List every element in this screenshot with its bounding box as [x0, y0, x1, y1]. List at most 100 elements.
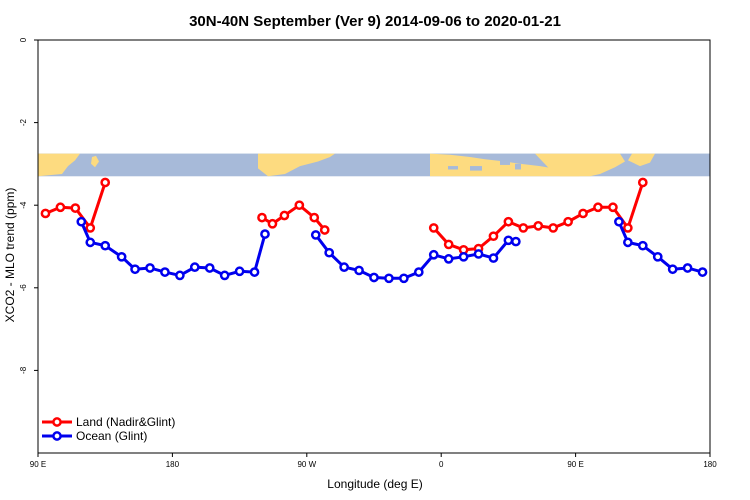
chart-title: 30N-40N September (Ver 9) 2014-09-06 to …	[189, 13, 561, 30]
data-point	[249, 267, 260, 277]
ocean-inlet	[448, 166, 458, 170]
x-tick-label: 90 W	[297, 460, 316, 469]
data-point	[503, 216, 514, 227]
data-point	[518, 223, 529, 233]
data-point	[204, 263, 215, 273]
legend: Land (Nadir&Glint)Ocean (Glint)	[42, 415, 175, 443]
x-tick-label: 90 E	[567, 460, 583, 469]
data-point	[652, 251, 663, 262]
x-tick-label: 0	[439, 460, 444, 469]
data-point	[637, 177, 648, 188]
y-axis: 0 -2 -4 -6 -8	[19, 37, 38, 374]
series-land	[40, 177, 648, 255]
data-point	[130, 264, 140, 275]
data-point	[189, 262, 200, 272]
series-line	[432, 182, 645, 252]
data-point	[608, 202, 618, 213]
data-point	[257, 212, 267, 223]
ocean-inlet	[470, 166, 482, 171]
y-tick-label: -4	[19, 201, 28, 209]
data-point	[443, 239, 454, 250]
x-tick-label: 180	[703, 460, 717, 469]
legend-entry: Land (Nadir&Glint)	[42, 415, 175, 429]
data-point	[413, 267, 424, 277]
ocean-inlet	[500, 160, 510, 165]
x-tick-label: 90 E	[30, 460, 46, 469]
legend-label: Ocean (Glint)	[76, 429, 147, 443]
data-point	[428, 223, 439, 233]
data-point	[319, 225, 330, 235]
data-point	[219, 270, 230, 281]
map-band-land	[38, 153, 655, 177]
data-point	[145, 263, 155, 273]
data-point	[488, 253, 499, 263]
data-point	[578, 208, 588, 219]
y-tick-label: -2	[19, 118, 28, 126]
data-point	[279, 210, 290, 221]
data-point	[623, 223, 633, 233]
data-point	[116, 251, 127, 262]
y-tick-label: -6	[19, 284, 28, 292]
data-point	[85, 237, 96, 248]
data-point	[548, 223, 559, 233]
data-point	[563, 216, 573, 227]
data-point	[443, 254, 454, 264]
data-point	[428, 249, 439, 260]
data-point	[667, 264, 678, 275]
data-point	[473, 249, 484, 259]
data-point	[384, 273, 394, 284]
data-point	[40, 208, 51, 219]
data-point	[310, 230, 321, 240]
data-point	[458, 251, 469, 262]
data-point	[234, 266, 245, 277]
x-axis: 90 E 180 90 W 0 90 E 180	[30, 453, 717, 469]
data-point	[488, 231, 499, 242]
data-point	[55, 202, 66, 213]
data-point	[100, 240, 111, 251]
y-axis-label: XCO2 - MLO trend (ppm)	[3, 188, 17, 323]
land-shape	[628, 153, 655, 167]
legend-marker	[52, 417, 62, 427]
plot-area	[37, 39, 711, 454]
data-point	[697, 267, 708, 277]
data-point	[160, 267, 170, 277]
land-shape	[258, 153, 335, 177]
land-shape	[535, 153, 625, 177]
data-point	[260, 229, 270, 239]
data-point	[593, 202, 603, 213]
data-point	[294, 200, 305, 211]
data-point	[70, 203, 81, 213]
data-point	[85, 223, 96, 233]
legend-entry: Ocean (Glint)	[42, 429, 147, 443]
data-point	[533, 221, 544, 231]
data-point	[309, 212, 320, 223]
y-tick-label: 0	[19, 37, 28, 42]
data-point	[354, 265, 364, 276]
data-point	[682, 263, 693, 273]
data-point	[76, 216, 87, 227]
data-point	[100, 177, 111, 188]
data-point	[175, 270, 185, 281]
data-point	[267, 218, 278, 229]
x-axis-label: Longitude (deg E)	[327, 477, 422, 491]
data-point	[623, 237, 633, 248]
land-shape	[91, 155, 99, 168]
data-point	[369, 272, 379, 283]
data-point	[339, 262, 349, 272]
legend-marker	[52, 431, 62, 441]
plot-frame	[37, 39, 711, 454]
data-point	[511, 236, 521, 247]
data-point	[503, 235, 514, 246]
data-point	[399, 273, 409, 284]
x-tick-label: 180	[166, 460, 180, 469]
series-ocean	[76, 216, 708, 284]
data-point	[637, 240, 648, 251]
land-shape	[38, 153, 80, 177]
legend-label: Land (Nadir&Glint)	[76, 415, 175, 429]
data-point	[614, 216, 624, 227]
series-layer	[40, 177, 708, 284]
y-tick-label: -8	[19, 366, 28, 374]
ocean-inlet	[515, 163, 521, 170]
data-point	[324, 247, 335, 258]
